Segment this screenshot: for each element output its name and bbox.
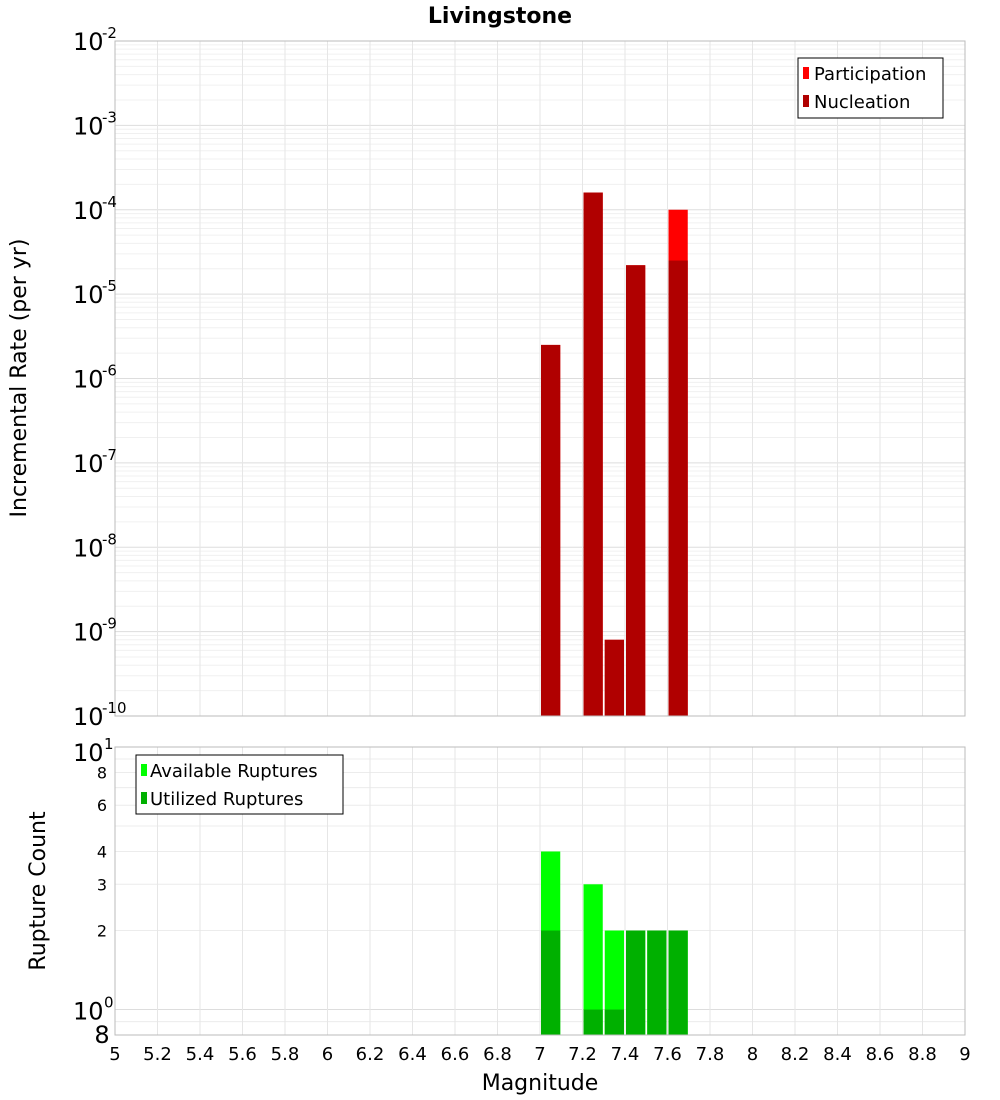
x-tick-label: 8.6 — [866, 1044, 895, 1065]
x-tick-label: 5.2 — [143, 1044, 172, 1065]
y-tick-label-exponent: 0 — [104, 994, 114, 1012]
y-tick-label-base: 10 — [73, 619, 104, 647]
top-legend: Participation Nucleation — [797, 57, 944, 119]
x-tick-label: 6.4 — [398, 1044, 427, 1065]
y-tick-label-exponent: -4 — [102, 193, 117, 211]
y-tick-label-base: 10 — [73, 366, 104, 394]
x-tick-label: 6.6 — [441, 1044, 470, 1065]
legend-swatch-available — [141, 764, 147, 776]
legend-label-participation: Participation — [814, 64, 926, 85]
legend-swatch-participation — [803, 67, 809, 79]
bar-utilized — [647, 930, 667, 1035]
x-tick-label: 6.8 — [483, 1044, 512, 1065]
y-tick-label-exponent: -9 — [102, 615, 117, 633]
y-tick-label-exponent: -8 — [102, 530, 117, 548]
x-tick-label: 8.8 — [908, 1044, 937, 1065]
x-tick-label: 7.6 — [653, 1044, 682, 1065]
x-tick-label: 7.4 — [611, 1044, 640, 1065]
bar-nucleation — [668, 260, 688, 716]
top-bars — [541, 192, 688, 717]
y-tick-label-minor: 8 — [97, 763, 107, 782]
y-tick-label-base: 10 — [73, 998, 104, 1026]
x-tick-label: 8.2 — [781, 1044, 810, 1065]
legend-label-nucleation: Nucleation — [814, 92, 910, 113]
x-axis-label: Magnitude — [482, 1071, 599, 1096]
top-legend-box — [797, 57, 944, 119]
x-tick-label: 5 — [109, 1044, 120, 1065]
bar-utilized — [583, 1009, 603, 1035]
bottom-plot-border — [114, 746, 966, 1036]
bar-nucleation — [626, 265, 646, 716]
top-plot-border — [114, 40, 966, 717]
bottom-legend: Available Ruptures Utilized Ruptures — [135, 754, 344, 815]
x-tick-label: 5.8 — [271, 1044, 300, 1065]
y-tick-label-base: 10 — [73, 534, 104, 562]
y-tick-label-exponent: -3 — [102, 108, 117, 126]
legend-swatch-nucleation — [803, 95, 809, 107]
bar-utilized — [541, 930, 561, 1035]
bar-nucleation — [583, 192, 603, 717]
bar-nucleation — [541, 344, 561, 716]
legend-label-utilized: Utilized Ruptures — [150, 789, 303, 810]
bar-available — [604, 930, 624, 1035]
y-tick-label-minor: 2 — [97, 922, 107, 941]
y-tick-label-base: 10 — [73, 112, 104, 140]
y-tick-label-minor: 3 — [97, 875, 107, 894]
y-tick-label-exponent: -10 — [102, 699, 127, 717]
x-tick-label: 7.8 — [696, 1044, 725, 1065]
y-tick-label-base: 10 — [73, 281, 104, 309]
y-tick-label-base: 10 — [73, 450, 104, 478]
x-tick-label: 9 — [959, 1044, 970, 1065]
y-tick-label-exponent: 1 — [104, 735, 114, 753]
y-tick-label-minor: 8 — [94, 1021, 109, 1049]
bar-utilized — [668, 930, 688, 1035]
x-ticks: 5 5.2 5.4 5.6 5.8 6 6.2 6.4 6.6 6.8 7 7.2 7.4 7.6 7.8 8… — [109, 1044, 970, 1065]
x-tick-label: 5.4 — [186, 1044, 215, 1065]
y-tick-label-exponent: -7 — [102, 446, 117, 464]
bottom-y-axis-label: Rupture Count — [26, 811, 51, 971]
x-tick-label: 8 — [747, 1044, 758, 1065]
y-tick-label-base: 10 — [73, 197, 104, 225]
legend-label-available: Available Ruptures — [150, 761, 318, 782]
x-tick-label: 6 — [322, 1044, 333, 1065]
bottom-bars — [541, 851, 688, 1035]
y-tick-label-minor: 4 — [97, 842, 107, 861]
y-tick-label-base: 10 — [73, 703, 104, 731]
x-tick-label: 7 — [534, 1044, 545, 1065]
x-tick-label: 6.2 — [356, 1044, 385, 1065]
top-grid — [114, 40, 966, 717]
bar-available — [583, 884, 603, 1035]
bar-utilized — [604, 1009, 624, 1035]
x-tick-label: 5.6 — [228, 1044, 257, 1065]
top-y-axis-label: Incremental Rate (per yr) — [7, 239, 32, 518]
x-tick-label: 8.4 — [823, 1044, 852, 1065]
bar-nucleation — [604, 639, 624, 716]
y-tick-label-exponent: -5 — [102, 277, 117, 295]
y-tick-label-base: 10 — [73, 28, 104, 56]
y-tick-label-minor: 6 — [97, 796, 107, 815]
y-tick-label-base: 10 — [73, 739, 104, 767]
y-tick-label-exponent: -6 — [102, 362, 117, 380]
legend-swatch-utilized — [141, 792, 147, 804]
bottom-legend-box — [135, 754, 344, 815]
y-tick-label-exponent: -2 — [102, 24, 117, 42]
bar-utilized — [626, 930, 646, 1035]
x-tick-label: 7.2 — [568, 1044, 597, 1065]
chart-title: Livingstone — [428, 4, 572, 29]
